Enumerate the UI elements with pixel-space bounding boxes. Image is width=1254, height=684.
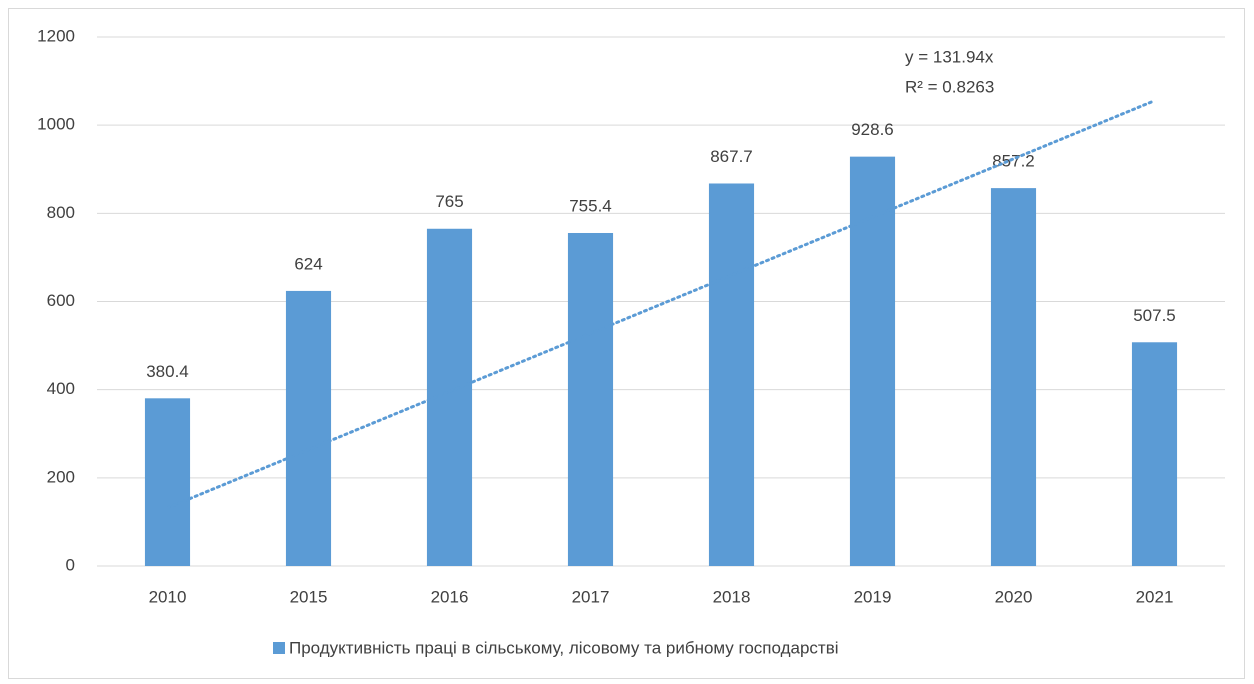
chart-border xyxy=(8,8,1245,679)
legend-swatch xyxy=(273,642,285,654)
x-tick-label: 2016 xyxy=(431,587,469,606)
y-tick-label: 400 xyxy=(47,379,75,398)
trend-equation: y = 131.94x xyxy=(905,47,994,66)
bar xyxy=(1131,342,1178,566)
y-tick-label: 800 xyxy=(47,203,75,222)
x-tick-label: 2017 xyxy=(572,587,610,606)
bar xyxy=(567,232,614,566)
x-tick-label: 2020 xyxy=(995,587,1033,606)
legend-label: Продуктивність праці в сільському, лісов… xyxy=(289,638,839,657)
x-tick-label: 2015 xyxy=(290,587,328,606)
data-label: 857.2 xyxy=(992,152,1035,171)
x-tick-label: 2019 xyxy=(854,587,892,606)
y-tick-label: 600 xyxy=(47,291,75,310)
bar xyxy=(708,183,755,566)
x-tick-label: 2010 xyxy=(149,587,187,606)
bar xyxy=(849,156,896,567)
data-label: 624 xyxy=(294,254,322,273)
data-label: 507.5 xyxy=(1133,306,1176,325)
data-label: 380.4 xyxy=(146,362,189,381)
x-tick-label: 2018 xyxy=(713,587,751,606)
y-tick-label: 200 xyxy=(47,467,75,486)
bar xyxy=(285,290,332,566)
trend-r-squared: R² = 0.8263 xyxy=(905,77,994,96)
trendline xyxy=(166,99,1156,510)
data-label: 755.4 xyxy=(569,196,612,215)
y-tick-label: 1200 xyxy=(37,26,75,45)
bar xyxy=(144,398,191,566)
x-tick-label: 2021 xyxy=(1136,587,1174,606)
data-label: 867.7 xyxy=(710,147,753,166)
y-tick-label: 0 xyxy=(66,555,75,574)
data-label: 765 xyxy=(435,192,463,211)
y-tick-label: 1000 xyxy=(37,115,75,134)
bar xyxy=(990,188,1037,566)
data-label: 928.6 xyxy=(851,120,894,139)
